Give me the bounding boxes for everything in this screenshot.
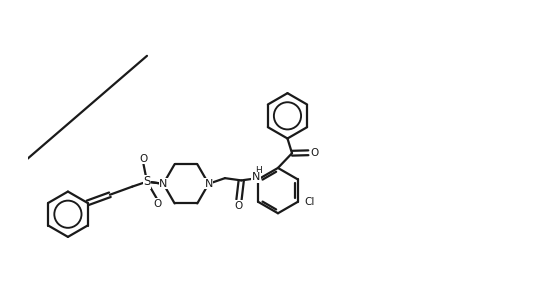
Text: O: O	[235, 201, 243, 211]
Text: N: N	[251, 172, 260, 182]
Text: N: N	[159, 179, 167, 189]
Text: O: O	[311, 148, 319, 158]
Text: N: N	[204, 179, 213, 189]
Text: H: H	[255, 166, 262, 175]
Text: Cl: Cl	[304, 197, 315, 207]
Text: O: O	[153, 199, 161, 209]
Text: O: O	[140, 153, 148, 164]
Text: S: S	[143, 175, 151, 188]
